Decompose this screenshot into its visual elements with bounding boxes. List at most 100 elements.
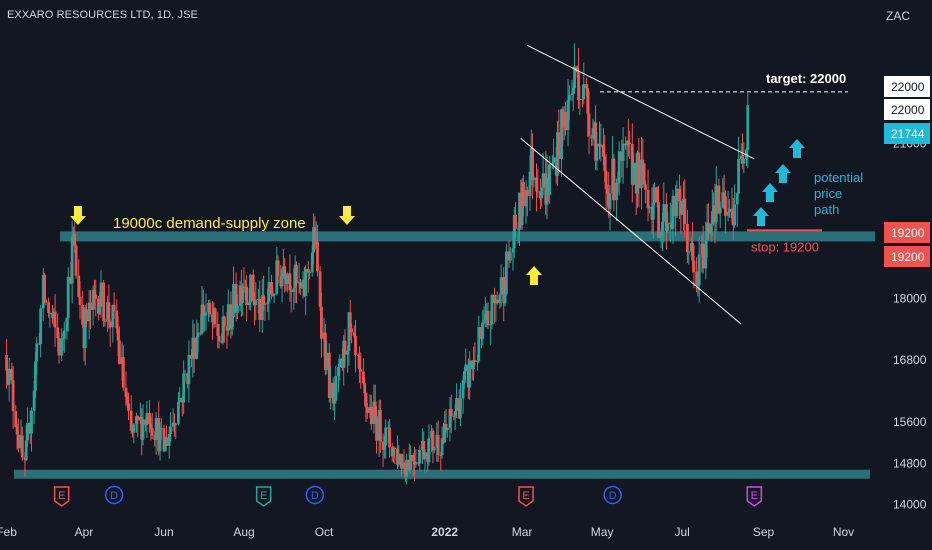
candle-body xyxy=(704,240,708,269)
candle-body xyxy=(174,423,178,425)
y-tick-label: 14800 xyxy=(893,456,927,470)
target-label: target: 22000 xyxy=(766,71,846,86)
demand-supply-zone xyxy=(60,231,875,242)
candle-body xyxy=(427,438,431,463)
candle-body xyxy=(462,371,466,381)
candle-body xyxy=(343,340,347,355)
candle-body xyxy=(183,373,187,375)
candle-body xyxy=(675,188,679,217)
candle-body xyxy=(192,337,196,359)
candle-body xyxy=(409,454,413,471)
candle-body xyxy=(61,338,65,340)
candle-body xyxy=(369,406,373,424)
channel-lower-line xyxy=(520,137,742,325)
candle-body xyxy=(710,211,714,224)
earnings-shape xyxy=(255,486,272,507)
candle-body xyxy=(422,441,426,460)
candle-body xyxy=(587,113,591,137)
candle-body xyxy=(195,337,199,359)
candle-body xyxy=(504,251,508,295)
candle-body xyxy=(167,434,171,446)
candle-body xyxy=(62,330,66,339)
candle-body xyxy=(48,312,52,314)
candle-body xyxy=(511,248,515,253)
candle-body xyxy=(107,302,111,322)
candle-body xyxy=(14,410,18,427)
price-badge xyxy=(884,246,930,267)
candle-body xyxy=(363,383,367,394)
candle-body xyxy=(178,397,182,402)
x-tick-label: May xyxy=(591,525,614,539)
candle-body xyxy=(443,423,447,443)
candle-body xyxy=(44,300,48,303)
candle-body xyxy=(722,192,726,197)
candle-body xyxy=(295,264,298,284)
candle-body xyxy=(229,304,233,330)
candle-body xyxy=(15,426,19,435)
candle-body xyxy=(659,232,663,238)
candle-body xyxy=(117,340,121,364)
candle-body xyxy=(35,343,39,362)
candle-body xyxy=(726,211,730,216)
candle-body xyxy=(325,352,329,370)
price-badge xyxy=(884,76,930,97)
candle-body xyxy=(187,354,191,384)
candle-body xyxy=(625,140,629,146)
candle-body xyxy=(522,182,525,207)
candle-body xyxy=(724,196,727,216)
candle-body xyxy=(232,284,235,318)
earnings-marker-icon: E xyxy=(53,486,70,507)
candle-body xyxy=(208,302,212,315)
candle-body xyxy=(292,288,296,293)
candle-body xyxy=(320,306,323,339)
candle-body xyxy=(241,287,245,303)
candle-body xyxy=(680,213,684,215)
candle-body xyxy=(567,94,571,101)
candle-body xyxy=(603,156,607,172)
candle-body xyxy=(30,410,33,434)
event-marker-letter: E xyxy=(260,490,267,502)
candle-body xyxy=(145,412,149,425)
candle-body xyxy=(148,412,151,425)
candle-body xyxy=(746,105,750,150)
candle-body xyxy=(365,407,369,413)
candle-body xyxy=(444,423,448,430)
event-marker-letter: E xyxy=(58,490,65,502)
dividend-shape xyxy=(603,485,622,505)
candle-body xyxy=(103,320,107,322)
candle-body xyxy=(524,190,528,207)
candle-body xyxy=(158,429,162,452)
candle-body xyxy=(216,324,220,336)
candle-body xyxy=(34,361,37,391)
candle-body xyxy=(347,312,351,351)
candle-body xyxy=(493,294,496,304)
arrow-up-icon xyxy=(526,266,542,285)
candle-body xyxy=(111,305,115,328)
candle-body xyxy=(745,149,748,160)
candle-body xyxy=(481,323,485,339)
candle-body xyxy=(642,163,646,185)
candle-body xyxy=(540,187,544,199)
candle-body xyxy=(323,332,327,370)
stop-label: stop: 19200 xyxy=(751,239,819,254)
candle-body xyxy=(735,193,739,205)
candle-body xyxy=(141,419,145,440)
candle-body xyxy=(733,204,737,226)
candle-body xyxy=(552,157,555,164)
candle-body xyxy=(449,409,453,416)
candle-body xyxy=(221,316,225,343)
candle-body xyxy=(251,274,255,301)
candle-body xyxy=(289,290,293,293)
candle-body xyxy=(127,403,130,411)
candle-body xyxy=(115,310,119,329)
x-tick-label: Jun xyxy=(154,525,173,539)
support-zone xyxy=(14,469,870,479)
candle-body xyxy=(352,332,356,336)
candle-body xyxy=(455,398,458,411)
candle-body xyxy=(701,243,705,269)
candle-body xyxy=(308,272,311,274)
candle-body xyxy=(356,354,360,356)
candle-body xyxy=(473,360,477,362)
candle-body xyxy=(285,273,289,284)
